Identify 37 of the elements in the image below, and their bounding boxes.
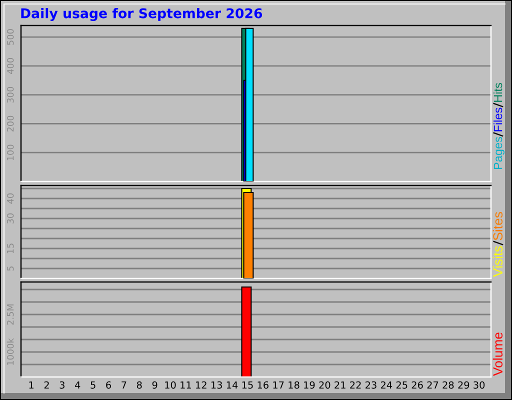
x-tick-label: 8 — [136, 381, 142, 389]
x-tick-label: 10 — [165, 381, 176, 389]
text: Hits — [493, 82, 502, 102]
x-tick-label: 17 — [273, 381, 284, 389]
x-tick-label: 4 — [75, 381, 80, 389]
text: Visits — [492, 246, 503, 277]
x-tick-label: 18 — [288, 381, 300, 389]
text: Sites — [492, 212, 503, 240]
x-tick-label: 21 — [334, 381, 346, 389]
x-tick-label: 24 — [380, 381, 392, 389]
x-tick-label: 27 — [427, 381, 438, 389]
x-tick-label: 3 — [60, 381, 64, 389]
x-tick-label: 15 — [242, 381, 253, 389]
x-tick-label: 6 — [106, 381, 111, 389]
x-tick-label: 5 — [90, 381, 96, 389]
legend-label: Pages — [494, 136, 505, 170]
chart-title: Daily usage for September 2026 — [21, 8, 262, 22]
x-tick-label: 9 — [152, 381, 158, 389]
x-tick-label: 19 — [304, 381, 315, 389]
x-tick-label: 20 — [319, 381, 330, 389]
x-tick-label: 16 — [258, 381, 268, 389]
x-tick-label: 28 — [442, 381, 454, 389]
x-tick-label: 12 — [196, 381, 206, 389]
x-tick-label: 22 — [350, 381, 361, 389]
x-tick-label: 7 — [122, 381, 126, 389]
x-tick-label: 25 — [396, 381, 408, 389]
text: Volume — [492, 332, 503, 376]
x-tick-label: 2 — [44, 381, 49, 389]
x-tick-label: 29 — [458, 381, 470, 389]
x-tick-label: 30 — [474, 381, 485, 389]
x-tick-label: 23 — [366, 381, 376, 389]
x-tick-label: 14 — [226, 381, 238, 389]
x-tick-label: 13 — [211, 381, 222, 389]
x-tick-label: 1 — [29, 381, 34, 389]
x-tick-label: 26 — [412, 381, 423, 389]
legend-label: Files — [493, 108, 502, 132]
x-tick-label: 11 — [180, 381, 191, 389]
